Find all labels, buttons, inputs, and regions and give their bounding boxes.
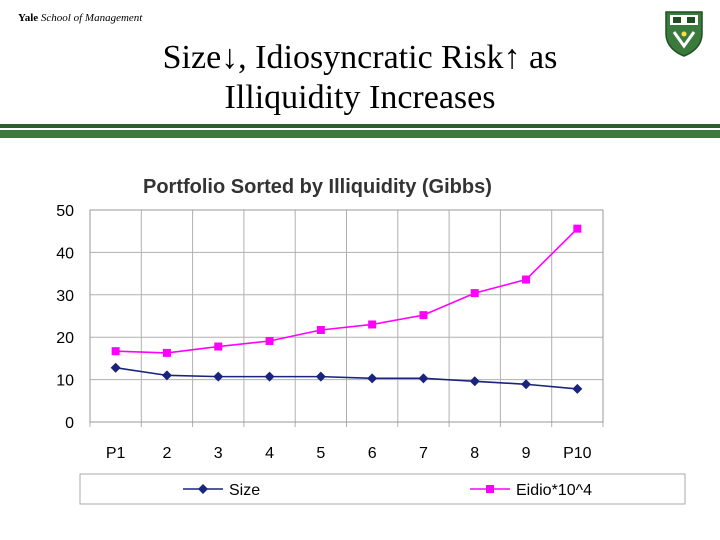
legend-label: Eidio*10^4 (516, 482, 592, 499)
series-line-1 (115, 228, 578, 354)
data-point (111, 347, 120, 356)
data-point (522, 275, 531, 284)
slide-title-line1: Size↓, Idiosyncratic Risk↑ as (162, 39, 558, 76)
data-point (573, 224, 582, 233)
brand-school: School of Management (40, 12, 143, 24)
x-tick-label: P10 (563, 445, 592, 462)
legend-box (79, 473, 686, 505)
data-point (572, 383, 583, 394)
plot-area (89, 209, 604, 423)
brand-label: Yale School of Management (18, 12, 142, 24)
data-point (418, 373, 429, 384)
data-point (264, 371, 275, 382)
x-tick-label: 3 (214, 445, 223, 462)
y-tick-label: 30 (56, 288, 74, 305)
data-point (213, 371, 224, 382)
data-point (316, 325, 325, 334)
data-point (368, 320, 377, 329)
series-line-0 (115, 366, 578, 390)
y-tick-label: 40 (56, 245, 74, 262)
data-point (110, 362, 121, 373)
legend-marker (486, 485, 494, 493)
y-tick-label: 0 (65, 415, 74, 432)
x-tick-label: 4 (265, 445, 274, 462)
slide-title: Size↓, Idiosyncratic Risk↑ as Illiquidit… (0, 38, 720, 118)
data-point (367, 373, 378, 384)
title-divider-top (0, 124, 720, 128)
title-divider-bottom (0, 130, 720, 138)
x-tick-label: 8 (470, 445, 479, 462)
legend-marker (198, 484, 208, 494)
x-tick-label: 7 (419, 445, 428, 462)
data-point (521, 379, 532, 390)
data-point (469, 376, 480, 387)
chart-title: Portfolio Sorted by Illiquidity (Gibbs) (143, 176, 492, 198)
x-tick-label: 9 (522, 445, 531, 462)
x-tick-label: 5 (316, 445, 325, 462)
data-point (214, 342, 223, 351)
legend-label: Size (229, 482, 260, 499)
brand-yale: Yale (18, 12, 39, 24)
y-tick-label: 20 (56, 330, 74, 347)
x-tick-label: P1 (106, 445, 126, 462)
slide-title-line2: Illiquidity Increases (224, 79, 496, 116)
x-tick-label: 6 (368, 445, 377, 462)
x-tick-label: 2 (162, 445, 171, 462)
data-point (419, 311, 428, 320)
data-point (315, 371, 326, 382)
y-tick-label: 10 (56, 373, 74, 390)
data-point (162, 348, 171, 357)
yale-shield-logo (665, 11, 703, 57)
data-point (265, 337, 274, 346)
data-point (470, 289, 479, 298)
data-point (161, 370, 172, 381)
y-tick-label: 50 (56, 203, 74, 220)
